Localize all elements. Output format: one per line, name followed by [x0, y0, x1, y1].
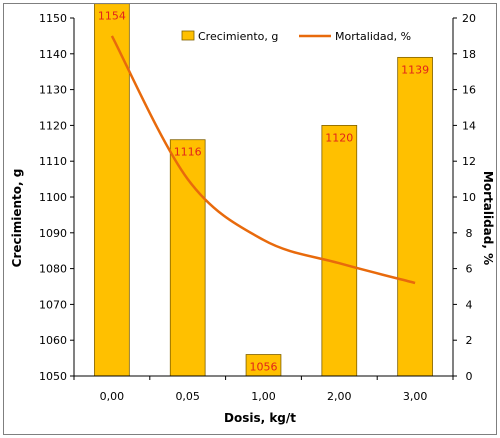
bar-label-1: 1116 — [174, 146, 202, 159]
y-tick-label-8: 1130 — [39, 84, 67, 97]
y-tick-label-9: 1140 — [39, 48, 67, 61]
mortalidad-line — [110, 35, 416, 285]
y-tick-label-5: 1100 — [39, 191, 67, 204]
y2-axis-title: Mortalidad, % — [481, 171, 495, 265]
chart-frame: 1154 1116 1056 1120 1139 1050 1060 1070 1080 109… — [3, 3, 497, 435]
y-tick-label-0: 1050 — [39, 370, 67, 383]
y2-tick-label-8: 16 — [462, 84, 476, 97]
y-tick-label-6: 1110 — [39, 155, 67, 168]
y2-tick-label-2: 4 — [466, 298, 473, 311]
y2-tick-label-9: 18 — [462, 48, 476, 61]
y2-tick-label-3: 6 — [466, 263, 473, 276]
y2-tick-label-1: 2 — [466, 334, 473, 347]
legend-label-mortalidad: Mortalidad, % — [335, 30, 411, 43]
y-tick-label-1: 1060 — [39, 334, 67, 347]
bar-3 — [321, 125, 358, 377]
y-tick-label-7: 1120 — [39, 119, 67, 132]
y2-tick-label-4: 8 — [466, 227, 473, 240]
x-tick-label-4: 3,00 — [403, 390, 428, 403]
bar-1 — [169, 139, 206, 377]
legend: Crecimiento, g Mortalidad, % — [181, 30, 411, 43]
bar-4 — [397, 56, 433, 377]
y-tick-label-3: 1080 — [39, 263, 67, 276]
x-tick-label-2: 1,00 — [251, 390, 276, 403]
bar-label-2: 1056 — [250, 361, 278, 374]
labels-layer: 1154 1116 1056 1120 1139 — [98, 10, 429, 374]
legend-label-crecimiento: Crecimiento, g — [198, 30, 278, 43]
x-axis-title: Dosis, kg/t — [224, 411, 296, 425]
y-tick-label-2: 1070 — [39, 298, 67, 311]
axes-layer: 1050106010701080109011001110112011301140… — [39, 12, 476, 403]
legend-swatch-crecimiento — [181, 30, 195, 41]
y2-tick-label-0: 0 — [466, 370, 473, 383]
y2-tick-label-7: 14 — [462, 119, 476, 132]
line-layer — [110, 35, 416, 285]
bar-label-0: 1154 — [98, 10, 126, 23]
bars-layer — [94, 3, 433, 377]
x-tick-label-3: 2,00 — [327, 390, 352, 403]
y2-tick-label-5: 10 — [462, 191, 476, 204]
y-tick-label-10: 1150 — [39, 12, 67, 25]
y2-tick-label-10: 20 — [462, 12, 476, 25]
bar-0 — [94, 3, 130, 377]
bar-label-4: 1139 — [401, 63, 429, 76]
bar-label-3: 1120 — [325, 131, 353, 144]
y2-tick-label-6: 12 — [462, 155, 476, 168]
x-tick-label-1: 0,05 — [175, 390, 200, 403]
x-tick-label-0: 0,00 — [100, 390, 125, 403]
y-tick-label-4: 1090 — [39, 227, 67, 240]
y-axis-title: Crecimiento, g — [10, 169, 24, 268]
